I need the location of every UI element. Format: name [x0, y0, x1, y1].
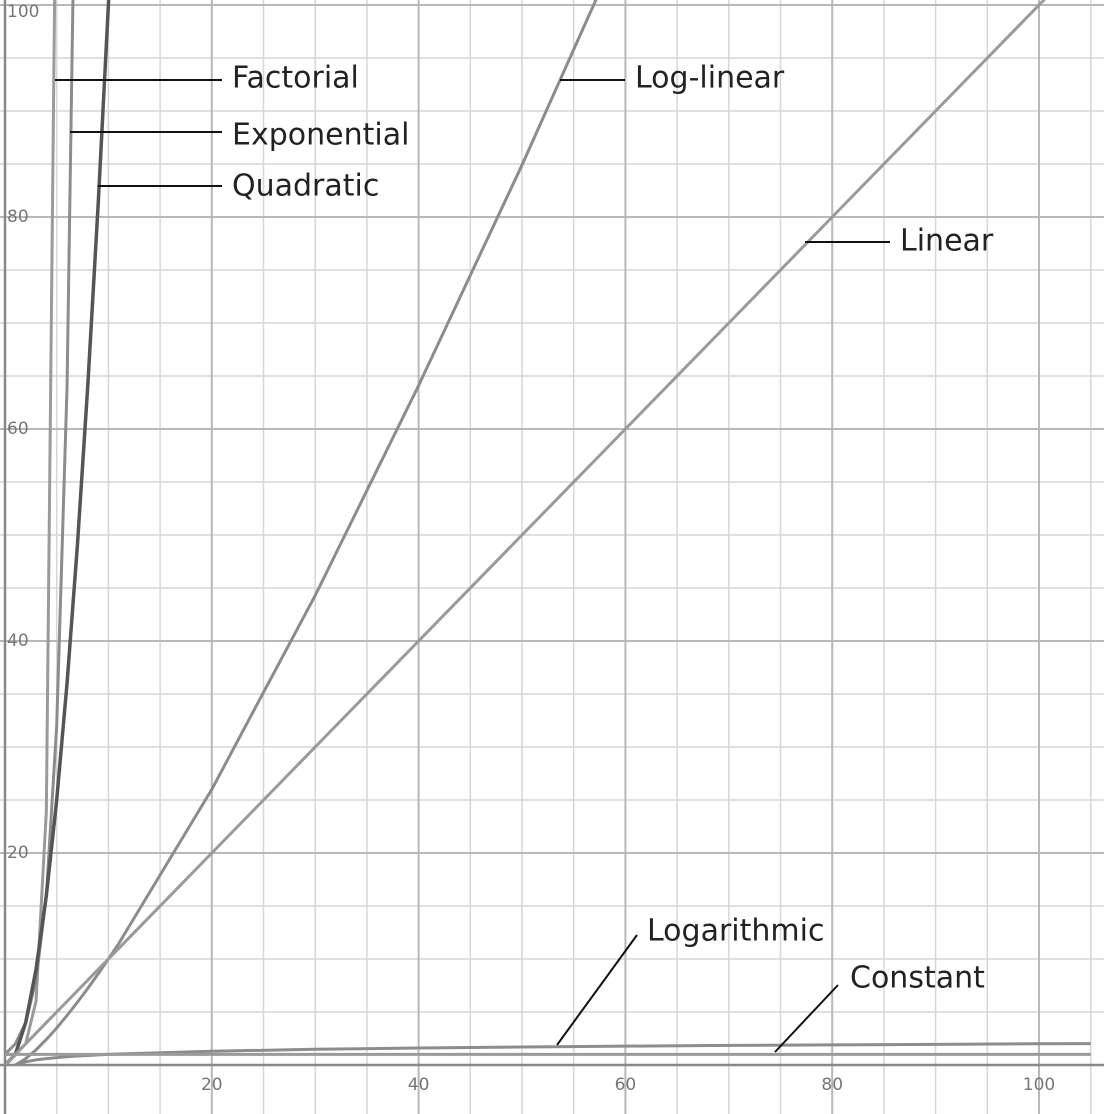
series-label: Constant — [850, 961, 985, 996]
y-tick-label: 80 — [7, 207, 29, 227]
x-tick-label: 20 — [201, 1075, 223, 1095]
y-tick-label: 40 — [7, 631, 29, 651]
y-tick-label: 60 — [7, 419, 29, 439]
plot-area — [3, 0, 1091, 1066]
series-label: Linear — [900, 224, 994, 259]
series-line — [3, 0, 1046, 1066]
y-tick-label: 100 — [7, 2, 39, 22]
series-label: Logarithmic — [647, 914, 824, 949]
series-label: Factorial — [232, 61, 359, 96]
series-label: Exponential — [232, 118, 409, 153]
leader-line — [556, 934, 638, 1046]
y-tick-label: 20 — [7, 843, 29, 863]
x-tick-label: 100 — [1023, 1075, 1055, 1095]
series-label: Quadratic — [232, 169, 379, 204]
series-line — [14, 0, 598, 1066]
series-line — [3, 0, 111, 1066]
x-tick-label: 60 — [615, 1075, 637, 1095]
series-label: Log-linear — [635, 61, 785, 96]
x-tick-label: 80 — [821, 1075, 843, 1095]
leader-line — [774, 984, 839, 1053]
x-tick-label: 40 — [408, 1075, 430, 1095]
